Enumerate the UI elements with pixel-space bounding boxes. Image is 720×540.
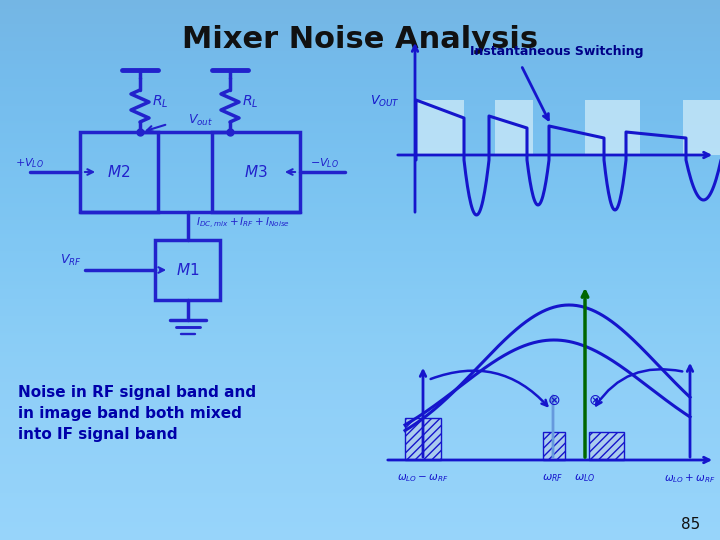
Text: Instantaneous Switching: Instantaneous Switching <box>470 45 644 58</box>
Bar <box>405 418 441 460</box>
Bar <box>495 100 533 155</box>
Text: $\otimes$: $\otimes$ <box>588 393 602 408</box>
Bar <box>416 100 464 155</box>
Text: $V_{out}$: $V_{out}$ <box>188 113 213 128</box>
Text: $R_L$: $R_L$ <box>242 94 258 110</box>
Text: $V_{RF}$: $V_{RF}$ <box>60 253 82 268</box>
Text: Noise in RF signal band and
in image band both mixed
into IF signal band: Noise in RF signal band and in image ban… <box>18 385 256 442</box>
Text: $R_L$: $R_L$ <box>152 94 168 110</box>
Text: $\omega_{RF}$: $\omega_{RF}$ <box>542 472 564 484</box>
Text: $\omega_{LO}-\omega_{RF}$: $\omega_{LO}-\omega_{RF}$ <box>397 472 449 484</box>
Text: $V_{OUT}$: $V_{OUT}$ <box>370 94 400 109</box>
Text: $M1$: $M1$ <box>176 262 199 278</box>
Text: $+V_{LO}$: $+V_{LO}$ <box>15 156 44 170</box>
Text: $-V_{LO}$: $-V_{LO}$ <box>310 156 339 170</box>
Text: $\omega_{LO}$: $\omega_{LO}$ <box>575 472 595 484</box>
Bar <box>683 100 720 155</box>
Bar <box>585 100 640 155</box>
Text: $\omega_{LO}+\omega_{RF}$: $\omega_{LO}+\omega_{RF}$ <box>665 472 716 485</box>
Text: 85: 85 <box>680 517 700 532</box>
Text: $M2$: $M2$ <box>107 164 130 180</box>
Text: $I_{DC,mix}+I_{RF}+I_{Noise}$: $I_{DC,mix}+I_{RF}+I_{Noise}$ <box>196 215 289 231</box>
Text: $M3$: $M3$ <box>244 164 268 180</box>
Text: $\otimes$: $\otimes$ <box>547 393 561 408</box>
Bar <box>589 432 624 460</box>
Text: Mixer Noise Analysis: Mixer Noise Analysis <box>182 25 538 54</box>
Bar <box>543 432 565 460</box>
